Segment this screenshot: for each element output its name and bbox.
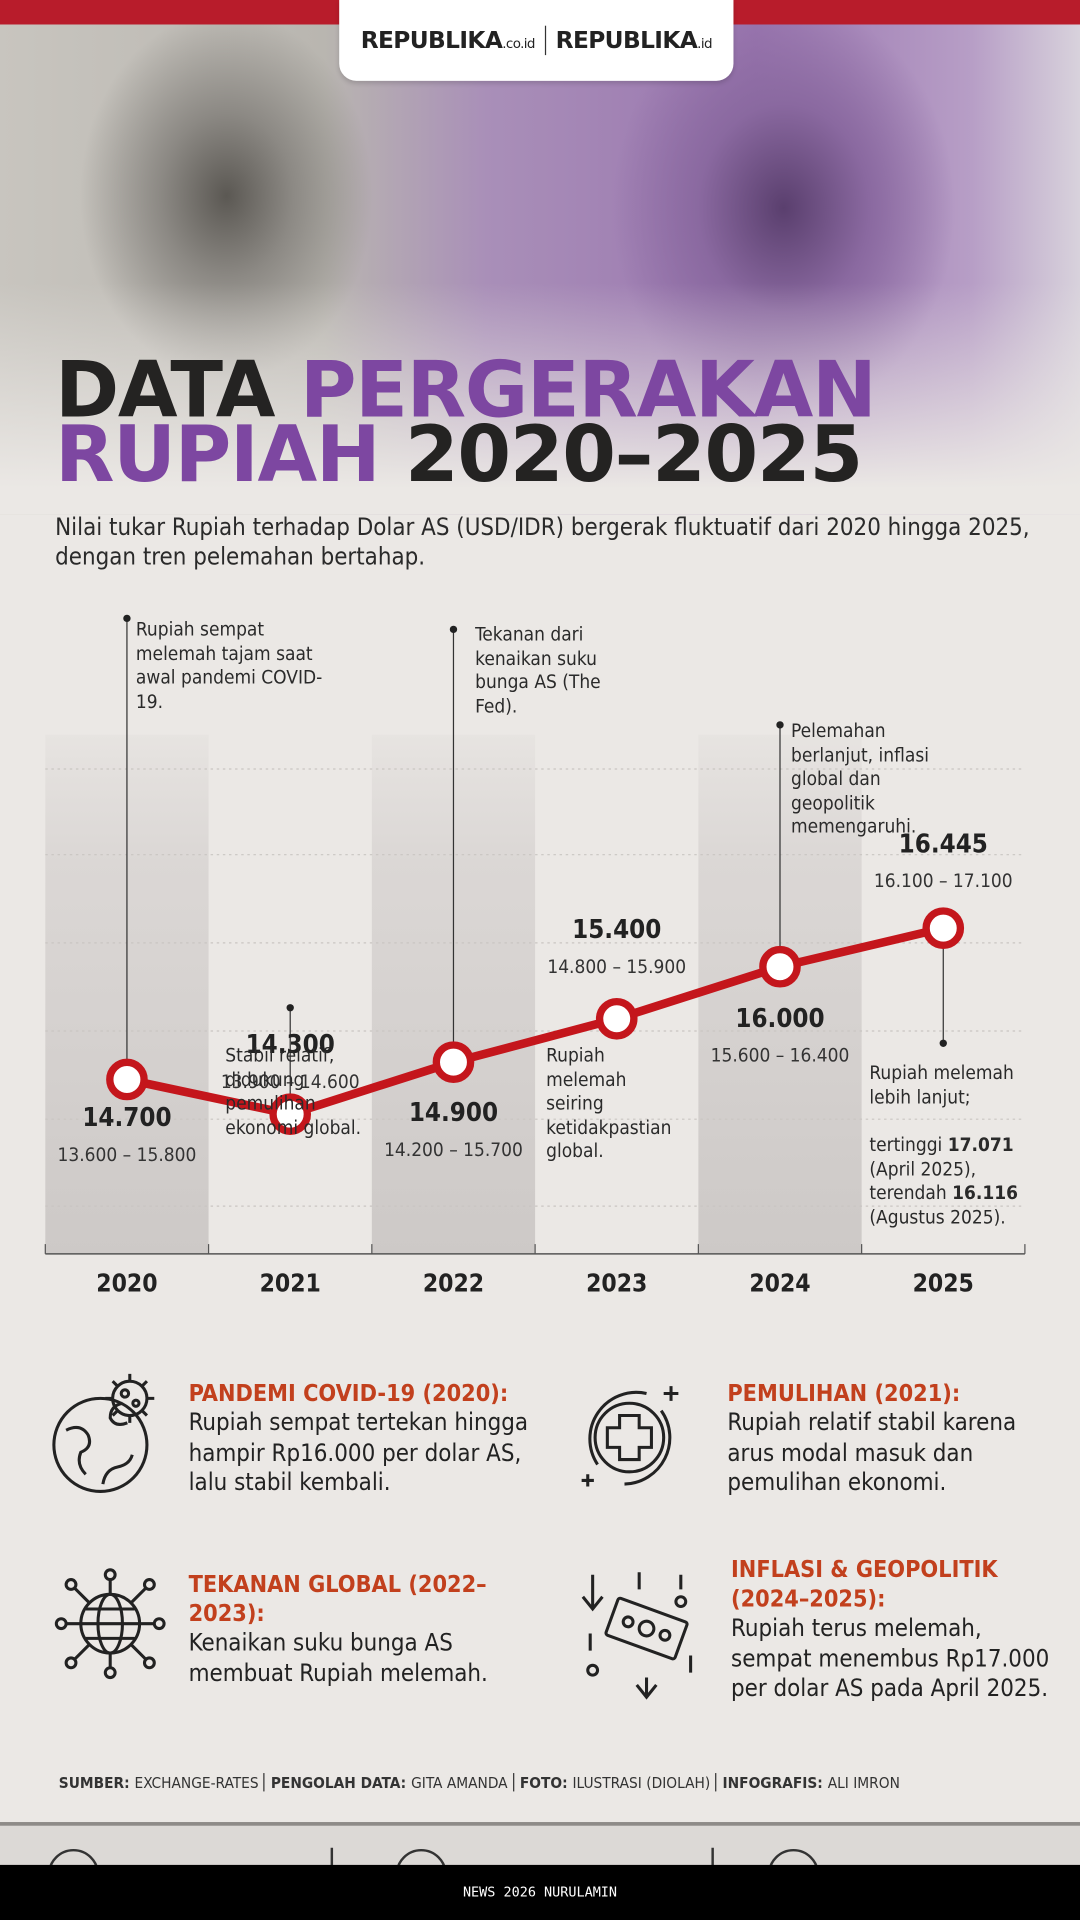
highlight-text: Rupiah terus melemah, sempat menembus Rp… <box>731 1613 1050 1703</box>
annotation-date: (April 2025), <box>869 1157 977 1180</box>
credit-value: ILUSTRASI (DIOLAH) <box>572 1773 711 1792</box>
brand-suffix: .id <box>697 35 712 52</box>
range-label: 16.100 – 17.100 <box>874 870 1013 892</box>
annotation: Stabil relatif, didukung pemulihan ekono… <box>225 1044 362 1139</box>
highlight: INFLASI & GEOPOLITIK (2024–2025): Rupiah… <box>731 1555 1049 1704</box>
annotation: Rupiah melemah lebih lanjut; tertinggi 1… <box>869 1062 1028 1230</box>
value-label: 14.700 <box>82 1103 171 1133</box>
data-point <box>269 1093 312 1136</box>
highlight: PANDEMI COVID-19 (2020): Rupiah sempat t… <box>189 1379 544 1498</box>
x-tick-label: 2021 <box>260 1268 321 1297</box>
data-point <box>432 1041 475 1083</box>
globe-virus-icon <box>52 1373 155 1493</box>
credit: PENGOLAH DATA: GITA AMANDA <box>263 1773 508 1792</box>
highlight-text: Rupiah relatif stabil karena arus modal … <box>727 1408 1017 1497</box>
credit: SUMBER: EXCHANGE-RATES <box>59 1773 259 1791</box>
title-line: DATA PERGERAKAN <box>55 351 877 428</box>
grid-decoration <box>45 768 1025 1207</box>
title-word: DATA <box>55 345 275 435</box>
brand-suffix: .co.id <box>502 35 535 52</box>
annotation-dot <box>123 614 131 623</box>
value-label: 16.000 <box>735 1004 824 1034</box>
value-label: 15.400 <box>572 915 661 945</box>
annotation-detail: tertinggi 17.071 (April 2025), terendah … <box>869 1134 1028 1230</box>
logo-tab: REPUBLIKA.co.id REPUBLIKA.id <box>339 0 734 81</box>
highlight-text: Rupiah sempat tertekan hingga hampir Rp1… <box>188 1408 529 1497</box>
x-tick-label: 2024 <box>749 1268 810 1297</box>
x-tick-label: 2022 <box>423 1268 484 1297</box>
credit-label: SUMBER: <box>58 1773 130 1792</box>
title-word: RUPIAH <box>55 410 380 500</box>
credit-value: ALI IMRON <box>827 1773 900 1792</box>
annotation: Rupiah melemah seiring ketidakpastian gl… <box>546 1044 672 1163</box>
highlight: PEMULIHAN (2021): Rupiah relatif stabil … <box>727 1379 1045 1498</box>
annotation: Pelemahan berlanjut, inflasi global dan … <box>791 720 929 838</box>
highlight-text: Kenaikan suku bunga AS membuat Rupiah me… <box>188 1628 488 1687</box>
line-series <box>126 923 945 1119</box>
annotation-date: (Agustus 2025). <box>869 1205 1006 1228</box>
social-icons <box>47 1847 820 1901</box>
highlight-title: TEKANAN GLOBAL (2022–2023): <box>188 1571 487 1628</box>
recovery-icon <box>581 1386 679 1487</box>
value-label: 14.300 <box>246 1030 335 1060</box>
highlight-title: PEMULIHAN (2021): <box>727 1380 961 1407</box>
chart: 2020 2021 2022 2023 2024 2025 14.700 13.600 – 1… <box>44 614 1026 1297</box>
credit: FOTO: ILUSTRASI (DIOLAH) <box>512 1773 711 1792</box>
annotation-dot <box>449 625 458 634</box>
social-bar <box>0 1822 1080 1901</box>
title-line: RUPIAH 2020–2025 <box>55 416 863 493</box>
value-label: 16.445 <box>899 829 988 859</box>
annotation: Rupiah sempat melemah tajam saat awal pa… <box>135 618 323 713</box>
data-point <box>759 945 801 988</box>
intro-text: Nilai tukar Rupiah terhadap Dolar AS (US… <box>55 513 1030 571</box>
brand-separator <box>544 25 546 56</box>
annotation-label: tertinggi <box>869 1133 943 1156</box>
value-label: 14.900 <box>409 1098 498 1128</box>
data-point <box>922 907 965 949</box>
brand-name: REPUBLIKA <box>555 26 698 54</box>
credit: INFOGRAFIS: ALI IMRON <box>715 1773 900 1792</box>
data-point <box>106 1058 148 1101</box>
falling-money-icon <box>581 1572 693 1700</box>
annotation-dot <box>939 1039 947 1047</box>
range-label: 13.600 – 15.800 <box>58 1144 197 1166</box>
annotation-dot <box>286 1004 294 1012</box>
title-word: PERGERAKAN <box>299 345 877 435</box>
highlight: TEKANAN GLOBAL (2022–2023): Kenaikan suk… <box>189 1570 532 1689</box>
credit-label: PENGOLAH DATA: <box>270 1773 407 1792</box>
x-tick-label: 2023 <box>586 1268 647 1297</box>
annotation-label: terendah <box>869 1181 947 1204</box>
annotation-dot <box>776 721 784 729</box>
credits: SUMBER: EXCHANGE-RATES PENGOLAH DATA: GITA … <box>59 1773 900 1792</box>
credit-value: GITA AMANDA <box>411 1773 508 1792</box>
brand-logo: REPUBLIKA.id <box>555 26 713 54</box>
range-label: 15.600 – 16.400 <box>711 1045 850 1067</box>
x-tick-label: 2025 <box>913 1268 974 1297</box>
range-label: 13.900 – 14.600 <box>221 1071 360 1093</box>
credit-label: FOTO: <box>519 1773 568 1792</box>
annotation-text: Rupiah melemah lebih lanjut; <box>869 1061 1014 1108</box>
data-point <box>595 997 638 1040</box>
brand-name: REPUBLIKA <box>360 26 503 54</box>
credit-label: INFOGRAFIS: <box>722 1773 823 1792</box>
annotation-high: 17.071 <box>947 1133 1014 1156</box>
annotation: Tekanan dari kenaikan suku bunga AS (The… <box>475 623 601 717</box>
brand-logo: REPUBLIKA.co.id <box>360 26 536 54</box>
annotation-low: 16.116 <box>952 1181 1018 1204</box>
title-word: 2020–2025 <box>404 410 863 500</box>
banknote-background <box>0 0 1080 515</box>
x-tick-label: 2020 <box>96 1268 157 1297</box>
range-label: 14.800 – 15.900 <box>547 956 686 978</box>
footer: NEWS 2026 NURULAMIN <box>0 1864 1080 1920</box>
highlight-title: PANDEMI COVID-19 (2020): <box>188 1380 509 1407</box>
credit-value: EXCHANGE-RATES <box>134 1773 259 1792</box>
range-label: 14.200 – 15.700 <box>384 1139 523 1161</box>
highlight-title: INFLASI & GEOPOLITIK (2024–2025): <box>731 1556 998 1613</box>
global-network-icon <box>54 1568 166 1680</box>
